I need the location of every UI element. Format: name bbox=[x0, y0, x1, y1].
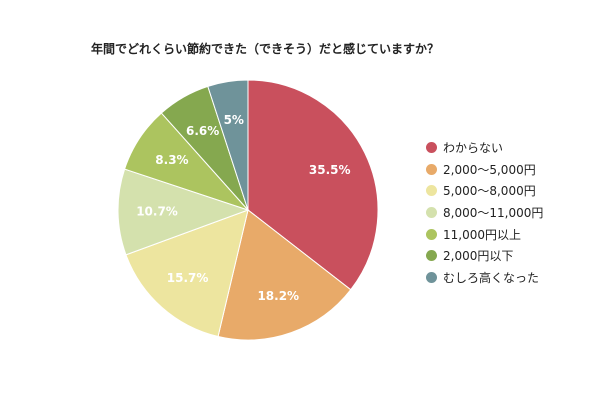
pie-slice bbox=[125, 209, 249, 338]
pie-slice bbox=[207, 79, 249, 211]
legend-item: 8,000〜11,000円 bbox=[426, 202, 543, 224]
slice-value-label: 6.6% bbox=[186, 124, 219, 138]
legend-label: 8,000〜11,000円 bbox=[443, 206, 544, 221]
legend-swatch bbox=[426, 271, 437, 283]
legend-item: 5,000〜8,000円 bbox=[426, 180, 543, 202]
legend-label: 11,000円以上 bbox=[443, 227, 521, 242]
legend-swatch bbox=[426, 250, 437, 262]
pie-slice bbox=[247, 79, 379, 291]
legend-swatch bbox=[426, 142, 437, 154]
legend-item: 2,000〜5,000円 bbox=[426, 159, 543, 181]
legend-swatch bbox=[426, 163, 437, 175]
legend-item: むしろ高くなった bbox=[426, 267, 543, 289]
legend: わからない 2,000〜5,000円 5,000〜8,000円 8,000〜11,00… bbox=[426, 137, 543, 288]
legend-item: 2,000円以下 bbox=[426, 245, 543, 267]
pie-slice bbox=[117, 168, 250, 256]
legend-item: わからない bbox=[426, 137, 543, 159]
chart-title: 年間でどれくらい節約できた（できそう）だと感じていますか？ bbox=[91, 42, 440, 56]
legend-label: 5,000〜8,000円 bbox=[443, 184, 536, 199]
legend-swatch bbox=[426, 228, 437, 240]
slice-value-label: 8.3% bbox=[155, 153, 188, 167]
legend-label: むしろ高くなった bbox=[443, 270, 540, 285]
legend-swatch bbox=[426, 207, 437, 219]
slice-value-label: 5% bbox=[224, 113, 244, 127]
legend-item: 11,000円以上 bbox=[426, 223, 543, 245]
slice-value-label: 18.2% bbox=[257, 289, 299, 303]
legend-label: 2,000円以下 bbox=[443, 249, 514, 264]
slice-value-label: 15.7% bbox=[167, 271, 209, 285]
legend-label: わからない bbox=[443, 141, 504, 156]
pie-slice bbox=[217, 209, 352, 341]
legend-label: 2,000〜5,000円 bbox=[443, 162, 536, 177]
slice-value-label: 35.5% bbox=[309, 163, 351, 177]
legend-swatch bbox=[426, 185, 437, 197]
slice-value-label: 10.7% bbox=[136, 204, 178, 218]
